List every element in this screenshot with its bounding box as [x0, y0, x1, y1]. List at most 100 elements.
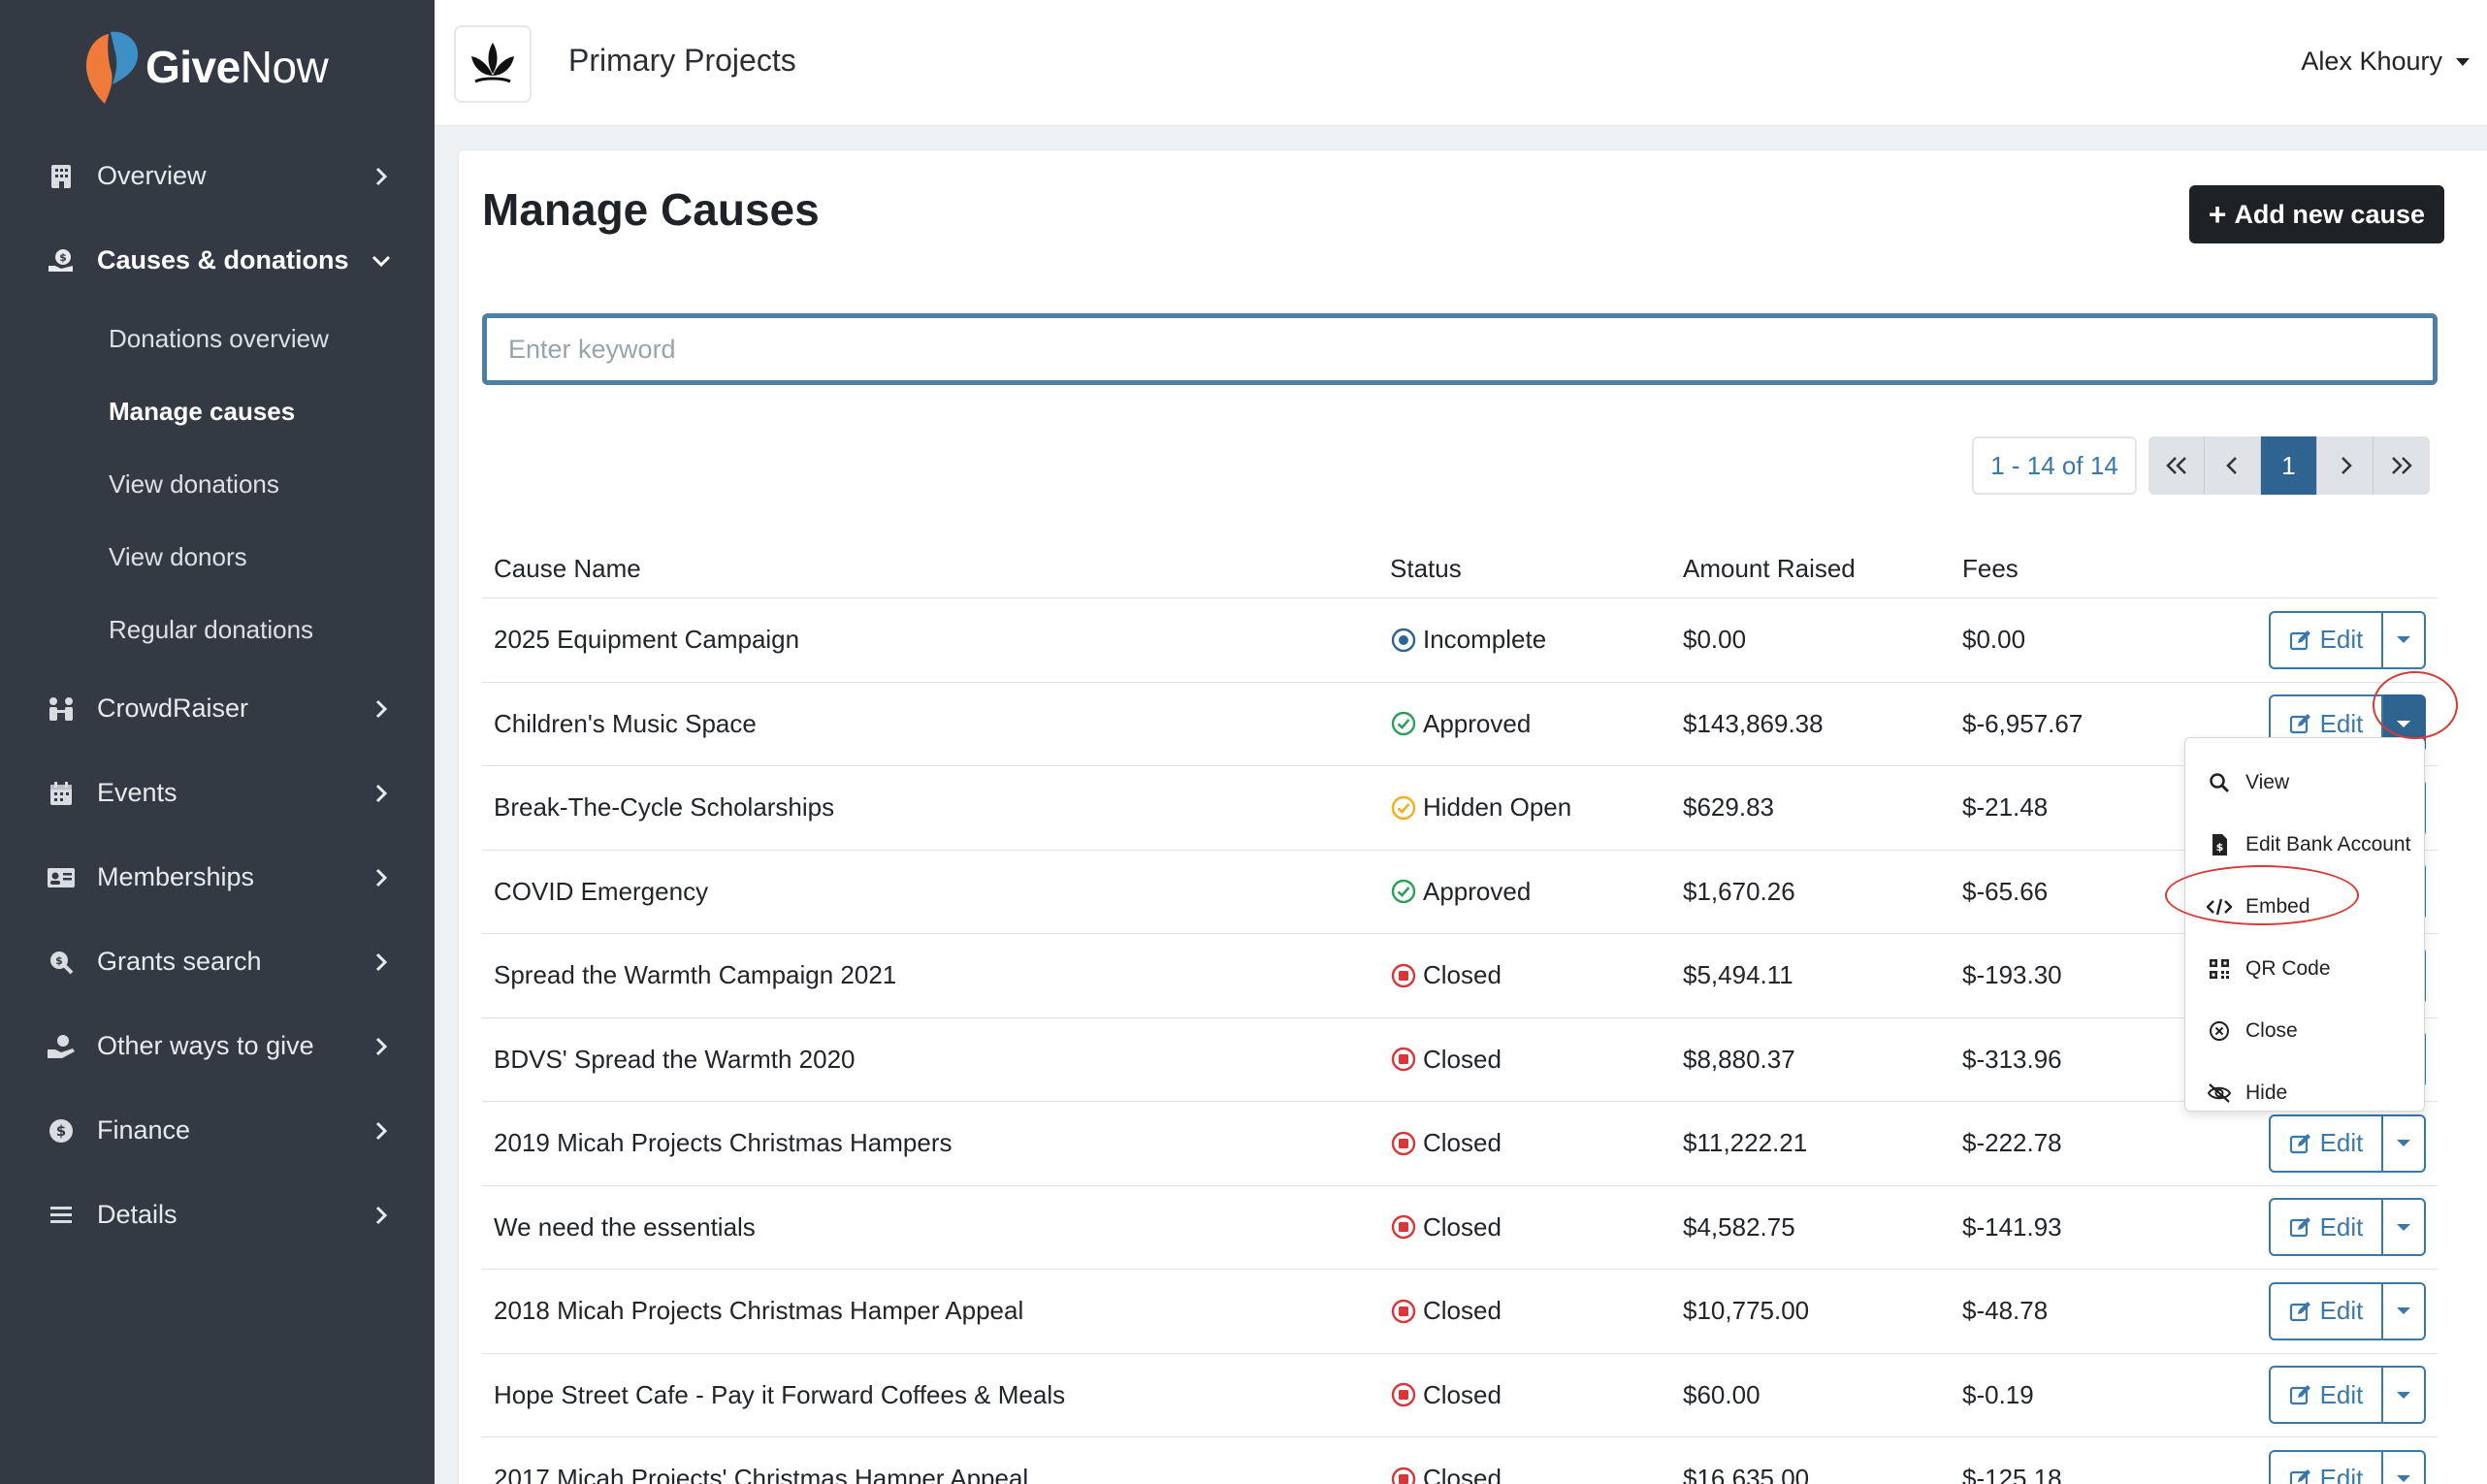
fees: $-222.78	[1962, 1128, 2062, 1158]
sidebar-item-other-ways-to-give[interactable]: Other ways to give	[0, 1004, 435, 1088]
sidebar-subitem-donations-overview[interactable]: Donations overview	[0, 303, 435, 375]
closed-stop-icon	[1390, 1213, 1417, 1241]
code-icon	[2207, 894, 2232, 919]
user-menu[interactable]: Alex Khoury	[2301, 47, 2470, 77]
cause-name: 2019 Micah Projects Christmas Hampers	[494, 1128, 953, 1158]
plus-icon: +	[2208, 197, 2227, 232]
edit-icon	[2289, 1301, 2310, 1321]
edit-button[interactable]: Edit	[2269, 1281, 2383, 1340]
add-new-cause-label: Add new cause	[2234, 199, 2425, 229]
org-logo[interactable]	[454, 25, 532, 103]
sidebar-item-finance[interactable]: $ Finance	[0, 1088, 435, 1173]
status-label: Closed	[1423, 1296, 1502, 1326]
first-page-button[interactable]	[2148, 436, 2205, 495]
status-cell: Closed	[1390, 1128, 1683, 1158]
edit-icon	[2289, 1385, 2310, 1405]
table-row: Break-The-Cycle Scholarships Hidden Open $…	[482, 766, 2438, 851]
next-page-button[interactable]	[2317, 436, 2374, 495]
fees: $-193.30	[1962, 960, 2062, 990]
status-label: Approved	[1423, 708, 1532, 738]
sidebar-subitem-regular-donations[interactable]: Regular donations	[0, 594, 435, 666]
sidebar-subitem-view-donors[interactable]: View donors	[0, 521, 435, 594]
dropdown-toggle-button[interactable]	[2383, 1113, 2426, 1173]
status-cell: Approved	[1390, 709, 1683, 739]
sidebar-item-events[interactable]: Events	[0, 751, 435, 835]
dropdown-toggle-button[interactable]	[2383, 1449, 2426, 1484]
closed-stop-icon	[1390, 1381, 1417, 1408]
incomplete-dot-icon	[1390, 627, 1417, 654]
amount-raised: $143,869.38	[1683, 708, 1824, 738]
svg-text:$: $	[2216, 841, 2224, 854]
edit-button[interactable]: Edit	[2269, 1198, 2383, 1257]
edit-button[interactable]: Edit	[2269, 1113, 2383, 1173]
sidebar-item-causes-donations[interactable]: $ Causes & donations	[0, 218, 435, 303]
menu-item-close[interactable]: Close	[2185, 1000, 2424, 1062]
edit-button[interactable]: Edit	[2269, 610, 2383, 669]
edit-icon	[2289, 1217, 2310, 1238]
sidebar-item-overview[interactable]: Overview	[0, 134, 435, 218]
last-page-button[interactable]	[2374, 436, 2430, 495]
status-label: Closed	[1423, 1464, 1502, 1484]
sidebar-subitem-view-donations[interactable]: View donations	[0, 448, 435, 521]
id-card-icon	[47, 863, 76, 892]
approved-check-icon	[1390, 710, 1417, 737]
column-header-fees: Fees	[1962, 554, 2019, 583]
user-name: Alex Khoury	[2301, 47, 2442, 76]
amount-raised: $60.00	[1683, 1379, 1760, 1409]
sidebar-item-memberships[interactable]: Memberships	[0, 835, 435, 919]
menu-item-hide[interactable]: Hide	[2185, 1062, 2424, 1124]
fees: $-141.93	[1962, 1211, 2062, 1242]
chevron-left-icon	[2225, 457, 2237, 474]
amount-raised: $4,582.75	[1683, 1211, 1795, 1242]
menu-item-view[interactable]: View	[2185, 752, 2424, 814]
cause-name: 2025 Equipment Campaign	[494, 625, 800, 655]
svg-text:$: $	[56, 1122, 66, 1140]
caret-down-icon	[2397, 1475, 2410, 1483]
edit-button[interactable]: Edit	[2269, 1449, 2383, 1484]
table-header: Cause Name Status Amount Raised Fees	[482, 529, 2438, 598]
donation-icon: $	[47, 246, 76, 275]
search-input[interactable]	[482, 313, 2438, 385]
sidebar-item-grants-search[interactable]: $ Grants search	[0, 919, 435, 1004]
add-new-cause-button[interactable]: + Add new cause	[2188, 185, 2444, 243]
menu-item-qr-code[interactable]: QR Code	[2185, 938, 2424, 1000]
logo-wordmark: GiveNow	[145, 42, 329, 92]
edit-button-group: Edit	[2269, 610, 2426, 669]
prev-page-button[interactable]	[2205, 436, 2261, 495]
amount-raised: $11,222.21	[1683, 1128, 1808, 1158]
org-name: Primary Projects	[568, 43, 796, 78]
hand-icon	[47, 1032, 76, 1061]
closed-stop-icon	[1390, 962, 1417, 989]
chevron-right-icon	[2341, 457, 2352, 474]
givenow-logo[interactable]: GiveNow	[81, 25, 329, 109]
actions-cell: Edit	[2253, 1198, 2438, 1257]
sidebar-item-crowdraiser[interactable]: CrowdRaiser	[0, 666, 435, 751]
menu-item-embed[interactable]: Embed	[2185, 876, 2424, 938]
sidebar-item-details[interactable]: Details	[0, 1173, 435, 1257]
dropdown-toggle-button[interactable]	[2383, 1198, 2426, 1257]
menu-item-label: QR Code	[2245, 957, 2331, 980]
chevron-right-icon	[375, 167, 388, 185]
sidebar-item-label: Other ways to give	[97, 1031, 314, 1060]
table-row: Spread the Warmth Campaign 2021 Closed $5,…	[482, 934, 2438, 1018]
search-icon	[2207, 770, 2232, 795]
dropdown-toggle-button[interactable]	[2383, 1366, 2426, 1425]
sidebar-subitem-label: View donations	[109, 469, 279, 499]
dropdown-toggle-button[interactable]	[2383, 610, 2426, 669]
amount-raised: $629.83	[1683, 792, 1774, 823]
edit-icon	[2289, 1133, 2310, 1153]
menu-item-edit-bank-account[interactable]: $ Edit Bank Account	[2185, 814, 2424, 876]
chevron-right-icon	[375, 1206, 388, 1224]
menu-item-label: Close	[2245, 1019, 2298, 1042]
edit-label: Edit	[2319, 1296, 2364, 1326]
sidebar-nav: Overview $ Causes & donations Donations …	[0, 134, 435, 1257]
edit-button[interactable]: Edit	[2269, 1366, 2383, 1425]
edit-label: Edit	[2319, 708, 2364, 738]
sidebar-item-label: Overview	[97, 161, 207, 190]
amount-raised: $1,670.26	[1683, 876, 1795, 906]
dropdown-toggle-button[interactable]	[2383, 1281, 2426, 1340]
heart-logo-icon	[85, 31, 139, 104]
page-button-current[interactable]: 1	[2261, 436, 2317, 495]
table-row: BDVS' Spread the Warmth 2020 Closed $8,880…	[482, 1018, 2438, 1102]
sidebar-subitem-manage-causes[interactable]: Manage causes	[0, 375, 435, 448]
